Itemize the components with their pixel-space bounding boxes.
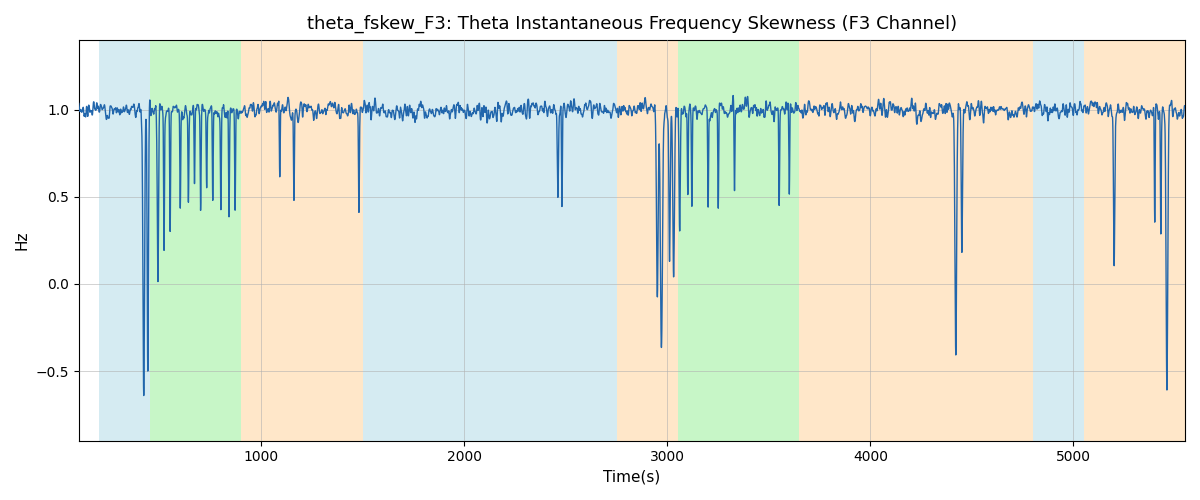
- Bar: [241, 40, 362, 440]
- Bar: [362, 40, 617, 440]
- Title: theta_fskew_F3: Theta Instantaneous Frequency Skewness (F3 Channel): theta_fskew_F3: Theta Instantaneous Freq…: [307, 15, 956, 34]
- Y-axis label: Hz: Hz: [14, 230, 30, 250]
- Bar: [1084, 40, 1186, 440]
- X-axis label: Time(s): Time(s): [604, 470, 660, 485]
- Bar: [100, 40, 150, 440]
- Bar: [150, 40, 241, 440]
- Bar: [678, 40, 799, 440]
- Bar: [799, 40, 820, 440]
- Bar: [617, 40, 678, 440]
- Bar: [820, 40, 1033, 440]
- Bar: [1033, 40, 1084, 440]
